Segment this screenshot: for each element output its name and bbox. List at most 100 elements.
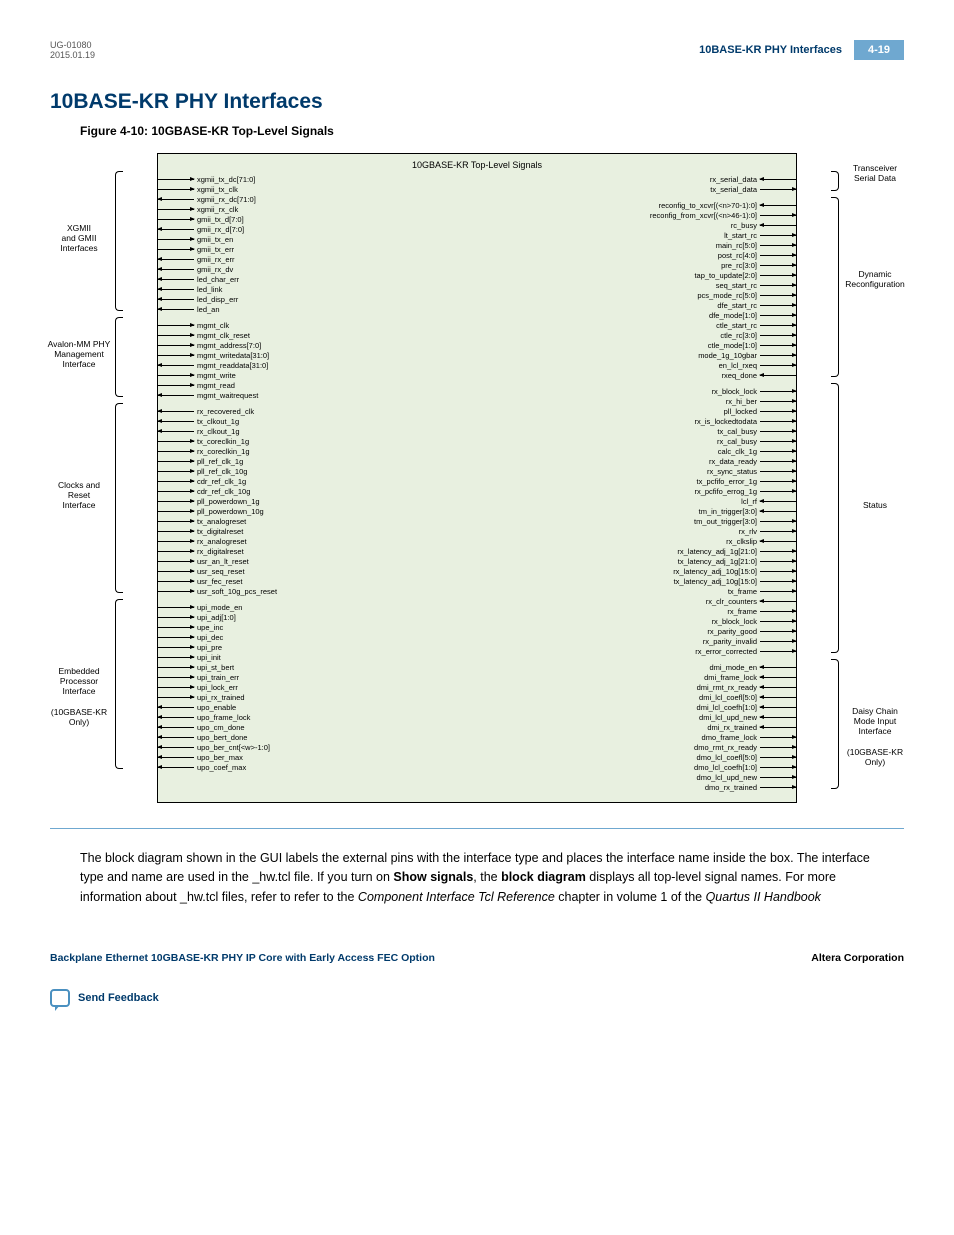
- arrow-icon: [760, 611, 796, 612]
- signal-name: pll_ref_clk_1g: [194, 457, 246, 466]
- signal-name: post_rc[4:0]: [715, 251, 760, 260]
- arrow-icon: [158, 461, 194, 462]
- signal-row: rx_error_corrected: [477, 646, 796, 656]
- signal-name: upo_bert_done: [194, 733, 250, 742]
- signal-name: dmi_lcl_coefh[1:0]: [694, 703, 760, 712]
- arrow-icon: [760, 667, 796, 668]
- signal-row: mgmt_waitrequest: [158, 390, 477, 400]
- signal-name: mgmt_clk: [194, 321, 232, 330]
- arrow-icon: [158, 431, 194, 432]
- doc-id: UG-01080: [50, 40, 95, 50]
- signal-name: rx_digitalreset: [194, 547, 247, 556]
- signal-name: main_rc[5:0]: [713, 241, 760, 250]
- group-label: Avalon-MM PHYManagementInterface: [39, 339, 119, 370]
- arrow-icon: [158, 737, 194, 738]
- arrow-icon: [158, 531, 194, 532]
- signal-name: dmi_rmt_rx_ready: [694, 683, 760, 692]
- signal-row: rx_latency_adj_10g[15:0]: [477, 566, 796, 576]
- arrow-icon: [158, 667, 194, 668]
- arrow-icon: [158, 395, 194, 396]
- signal-name: upo_cm_done: [194, 723, 248, 732]
- signal-name: mode_1g_10gbar: [695, 351, 760, 360]
- signal-row: xgmii_tx_clk: [158, 184, 477, 194]
- signal-name: upi_pre: [194, 643, 225, 652]
- signal-name: cdr_ref_clk_1g: [194, 477, 249, 486]
- signal-name: tx_analogreset: [194, 517, 249, 526]
- signal-name: gmii_rx_d[7:0]: [194, 225, 247, 234]
- signal-name: rx_block_lock: [709, 387, 760, 396]
- signal-row: upi_init: [158, 652, 477, 662]
- signal-name: rx_data_ready: [706, 457, 760, 466]
- signal-name: pll_powerdown_10g: [194, 507, 267, 516]
- group-label: Daisy ChainMode InputInterface(10GBASE-K…: [835, 706, 915, 767]
- signal-name: dmo_lcl_coefl[5:0]: [694, 753, 760, 762]
- arrow-icon: [158, 411, 194, 412]
- arrow-icon: [158, 727, 194, 728]
- signal-row: dmi_lcl_upd_new: [477, 712, 796, 722]
- signal-row: dmi_lcl_coefh[1:0]: [477, 702, 796, 712]
- arrow-icon: [158, 581, 194, 582]
- signal-name: upi_adj[1:0]: [194, 613, 239, 622]
- signal-row: rx_block_lock: [477, 386, 796, 396]
- arrow-icon: [760, 441, 796, 442]
- arrow-icon: [158, 687, 194, 688]
- signal-row: calc_clk_1g: [477, 446, 796, 456]
- signal-row: ctle_start_rc: [477, 320, 796, 330]
- arrow-icon: [760, 717, 796, 718]
- send-feedback-link[interactable]: Send Feedback: [50, 989, 904, 1007]
- signal-row: xgmii_rx_clk: [158, 204, 477, 214]
- arrow-icon: [760, 747, 796, 748]
- arrow-icon: [158, 451, 194, 452]
- arrow-icon: [158, 249, 194, 250]
- signal-row: dfe_start_rc: [477, 300, 796, 310]
- signal-row: mgmt_address[7:0]: [158, 340, 477, 350]
- signal-name: mgmt_waitrequest: [194, 391, 261, 400]
- arrow-icon: [760, 531, 796, 532]
- arrow-icon: [760, 697, 796, 698]
- signal-row: pcs_mode_rc[5:0]: [477, 290, 796, 300]
- signal-name: calc_clk_1g: [715, 447, 760, 456]
- group-bracket: [831, 383, 839, 653]
- page-number: 4-19: [854, 40, 904, 60]
- arrow-icon: [760, 501, 796, 502]
- signal-name: mgmt_writedata[31:0]: [194, 351, 272, 360]
- signal-row: rx_recovered_clk: [158, 406, 477, 416]
- signal-name: tx_latency_adj_1g[21:0]: [675, 557, 760, 566]
- footer-right: Altera Corporation: [811, 952, 904, 964]
- signal-name: tx_coreclkin_1g: [194, 437, 252, 446]
- signal-row: rx_analogreset: [158, 536, 477, 546]
- arrow-icon: [158, 717, 194, 718]
- signal-row: xgmii_tx_dc[71:0]: [158, 174, 477, 184]
- signal-name: ctle_rc[3:0]: [717, 331, 760, 340]
- arrow-icon: [760, 561, 796, 562]
- arrow-icon: [760, 355, 796, 356]
- signal-name: lt_start_rc: [721, 231, 760, 240]
- signal-name: usr_an_lt_reset: [194, 557, 252, 566]
- arrow-icon: [760, 305, 796, 306]
- body-paragraph: The block diagram shown in the GUI label…: [80, 849, 874, 907]
- divider: [50, 828, 904, 829]
- arrow-icon: [158, 767, 194, 768]
- signal-name: rc_busy: [728, 221, 760, 230]
- arrow-icon: [760, 601, 796, 602]
- arrow-icon: [158, 471, 194, 472]
- signal-row: dmi_mode_en: [477, 662, 796, 672]
- signal-name: rx_coreclkin_1g: [194, 447, 253, 456]
- group-label: EmbeddedProcessorInterface(10GBASE-KROnl…: [39, 666, 119, 727]
- signal-row: mgmt_writedata[31:0]: [158, 350, 477, 360]
- signal-row: rx_clkslip: [477, 536, 796, 546]
- signal-name: seq_start_rc: [713, 281, 760, 290]
- arrow-icon: [760, 295, 796, 296]
- signal-row: gmii_rx_dv: [158, 264, 477, 274]
- signal-row: ctle_rc[3:0]: [477, 330, 796, 340]
- signal-row: gmii_tx_en: [158, 234, 477, 244]
- signal-row: pll_ref_clk_1g: [158, 456, 477, 466]
- signal-row: mode_1g_10gbar: [477, 350, 796, 360]
- arrow-icon: [760, 591, 796, 592]
- arrow-icon: [760, 707, 796, 708]
- signal-name: dmo_lcl_coefh[1:0]: [691, 763, 760, 772]
- arrow-icon: [158, 355, 194, 356]
- signal-row: upi_lock_err: [158, 682, 477, 692]
- signal-name: dmi_rx_trained: [704, 723, 760, 732]
- signal-row: usr_soft_10g_pcs_reset: [158, 586, 477, 596]
